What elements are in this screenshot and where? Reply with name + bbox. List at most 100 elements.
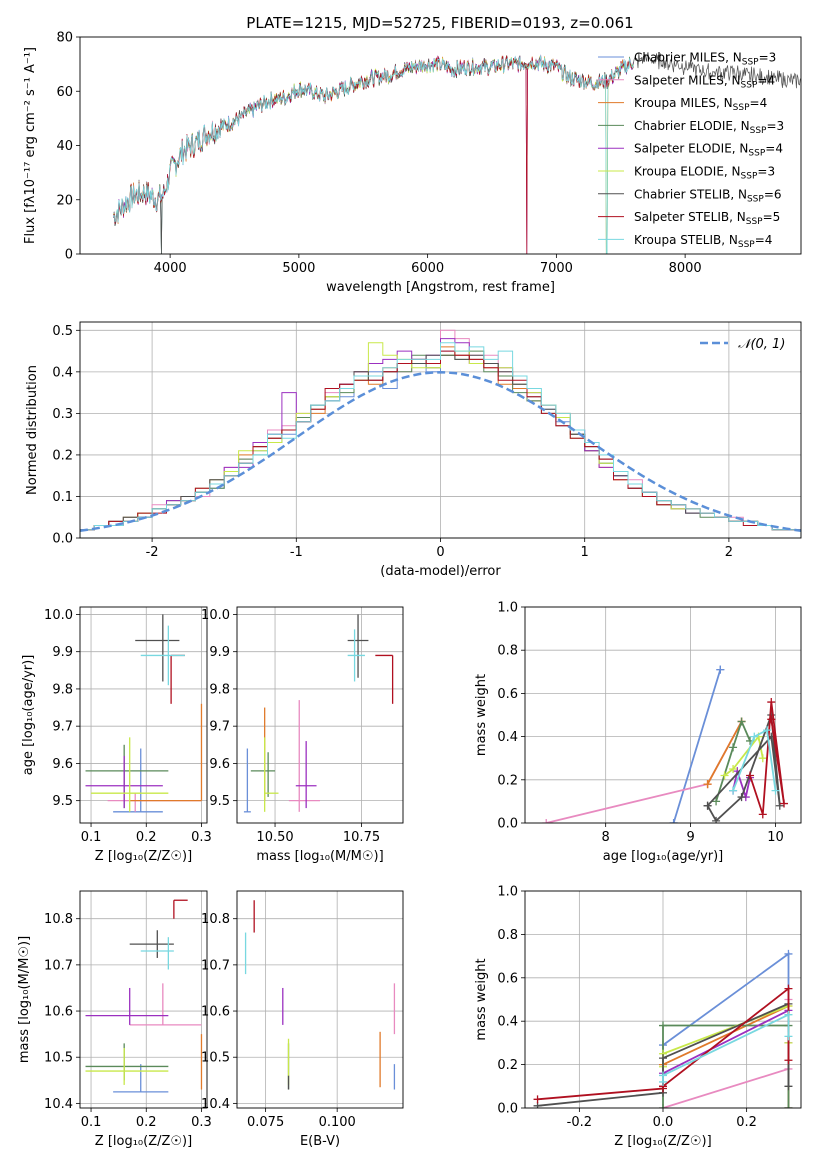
- legend-label: 𝒩(0, 1): [738, 337, 785, 352]
- y-tick-label: 0.4: [497, 1015, 518, 1030]
- errorbar-chabrier-miles: [113, 1064, 169, 1093]
- x-tick-label: 9: [686, 830, 694, 845]
- legend-label: Kroupa ELODIE, NSSP=3: [634, 165, 775, 182]
- axes-frame: [79, 36, 802, 255]
- panel-age_vs_Z: 0.1 0.2 0.3 9.5 9.6 9.7 9.8 9.9 10.0 Z [log₁₀(Z/Z…: [21, 606, 212, 864]
- ticks: 8 9 10 0.0 0.2 0.4 0.6 0.8 1.0: [497, 601, 783, 846]
- plot-area: [85, 614, 203, 813]
- y-tick-label: 0.0: [497, 817, 518, 832]
- series-kroupa-stelib: [729, 726, 780, 795]
- y-tick-label: 9.7: [209, 720, 230, 735]
- y-tick-label: 10.5: [44, 1051, 73, 1066]
- y-tick-label: 0.4: [52, 365, 73, 380]
- legend-label-sub: SSP: [747, 194, 764, 204]
- series-kroupa-stelib: [659, 1010, 793, 1086]
- series-chabrier-miles: [669, 665, 725, 823]
- spectrum-line-salpeter-stelib: [113, 55, 634, 254]
- plot-area: [80, 329, 801, 538]
- panel-mass_vs_EBV: 0.075 0.100 10.4 10.5 10.6 10.7 10.8 E(B-V): [201, 890, 404, 1149]
- legend-label-value: =4: [750, 96, 768, 110]
- x-tick-label: 7000: [540, 261, 573, 276]
- legend-label-text: Salpeter MILES, N: [634, 73, 741, 87]
- legend-label-text: Salpeter ELODIE, N: [634, 142, 748, 156]
- axes-frame: [79, 890, 208, 1109]
- y-tick-label: 40: [56, 139, 73, 154]
- y-tick-label: 9.6: [52, 757, 73, 772]
- y-tick-label: 9.8: [52, 682, 73, 697]
- legend-label-value: =5: [763, 210, 781, 224]
- legend-label-sub: SSP: [748, 149, 765, 159]
- data-point-marker: [729, 743, 738, 752]
- legend-label: Chabrier MILES, NSSP=3: [634, 51, 776, 68]
- x-tick-label: -1: [290, 545, 303, 560]
- legend-label-sub: SSP: [750, 126, 767, 136]
- data-point-marker: [716, 665, 725, 674]
- panel-residuals: -2 -1 0 1 2 0.0 0.1 0.2 0.3 0.4 0.5 (data-model)/er…: [25, 321, 802, 579]
- legend-label-text: Kroupa MILES, N: [634, 96, 733, 110]
- data-point-marker: [737, 793, 746, 802]
- data-point-marker: [784, 1032, 793, 1041]
- errorbar-chabrier-elodie: [85, 744, 169, 809]
- data-point-marker: [703, 780, 712, 789]
- y-tick-label: 10.6: [44, 1005, 73, 1020]
- x-tick-label: 0.2: [136, 830, 157, 845]
- data-point-marker: [703, 801, 712, 810]
- x-tick-label: 5000: [282, 261, 315, 276]
- data-point-marker: [712, 797, 721, 806]
- y-tick-label: 0: [65, 248, 73, 263]
- data-point-marker: [767, 698, 776, 707]
- ticks: -0.2 0.0 0.2 0.0 0.2 0.4 0.6 0.8 1.0: [497, 885, 757, 1131]
- axes-frame: [524, 606, 802, 824]
- y-tick-label: 10.0: [201, 608, 230, 623]
- x-axis-label: age [log₁₀(age/yr)]: [603, 849, 724, 864]
- legend-label-value: =4: [765, 142, 783, 156]
- data-point-marker: [746, 771, 755, 780]
- y-axis-label: Flux [fλ10⁻¹⁷ erg cm⁻² s⁻¹ A⁻¹]: [23, 47, 38, 244]
- legend-label: Salpeter MILES, NSSP=4: [634, 73, 775, 90]
- x-tick-label: 0.3: [191, 1115, 212, 1130]
- errorbar-salpeter-stelib: [170, 654, 185, 704]
- x-tick-label: 10: [767, 830, 784, 845]
- errorbar-salpeter-miles: [288, 700, 320, 812]
- legend-label-text: Kroupa ELODIE, N: [634, 165, 741, 179]
- x-tick-label: 4000: [154, 261, 187, 276]
- y-axis-label: mass [log₁₀(M/M☉)]: [17, 936, 32, 1063]
- ticks: -2 -1 0 1 2 0.0 0.1 0.2 0.3 0.4 0.5: [52, 324, 733, 560]
- legend-label-value: =3: [757, 165, 775, 179]
- legend-label-text: Kroupa STELIB, N: [634, 233, 738, 247]
- y-tick-label: 9.9: [52, 645, 73, 660]
- legend-label-sub: SSP: [738, 240, 755, 250]
- x-tick-label: 0.0: [653, 1115, 674, 1130]
- errorbar-chabrier-elodie: [250, 752, 276, 797]
- errorbar-chabrier-miles: [113, 748, 163, 813]
- data-point-marker: [758, 754, 767, 763]
- errorbar-chabrier-elodie: [85, 1043, 169, 1081]
- plot-area: [244, 900, 396, 1090]
- legend-label-text: Chabrier STELIB, N: [634, 187, 747, 201]
- ticks: 4000 5000 6000 7000 8000 0 20 40 60 80: [56, 31, 701, 277]
- data-point-marker: [659, 1104, 667, 1108]
- x-tick-label: 8000: [669, 261, 702, 276]
- x-tick-label: -0.2: [567, 1115, 592, 1130]
- y-tick-label: 0.0: [52, 532, 73, 547]
- y-tick-label: 1.0: [497, 601, 518, 616]
- y-tick-label: 9.9: [209, 645, 230, 660]
- axes-frame: [524, 890, 802, 1109]
- y-tick-label: 0.1: [52, 490, 73, 505]
- errorbar-salpeter-stelib: [375, 654, 394, 704]
- data-point-marker: [784, 949, 793, 958]
- panel-weight_vs_age: 8 9 10 0.0 0.2 0.4 0.6 0.8 1.0 age [log₁₀(age/yr)…: [474, 601, 802, 864]
- legend-label-sub: SSP: [733, 103, 750, 113]
- plot-area: [542, 665, 789, 823]
- data-point-marker: [720, 771, 729, 780]
- x-tick-label: 10.75: [343, 830, 380, 845]
- x-tick-label: 6000: [411, 261, 444, 276]
- y-tick-label: 80: [56, 31, 73, 46]
- legend-label-text: Chabrier ELODIE, N: [634, 119, 750, 133]
- axes-frame: [79, 606, 208, 824]
- spectrum-line-kroupa-stelib: [113, 55, 634, 254]
- y-tick-label: 10.7: [44, 958, 73, 973]
- y-tick-label: 60: [56, 85, 73, 100]
- y-tick-label: 0.6: [497, 971, 518, 986]
